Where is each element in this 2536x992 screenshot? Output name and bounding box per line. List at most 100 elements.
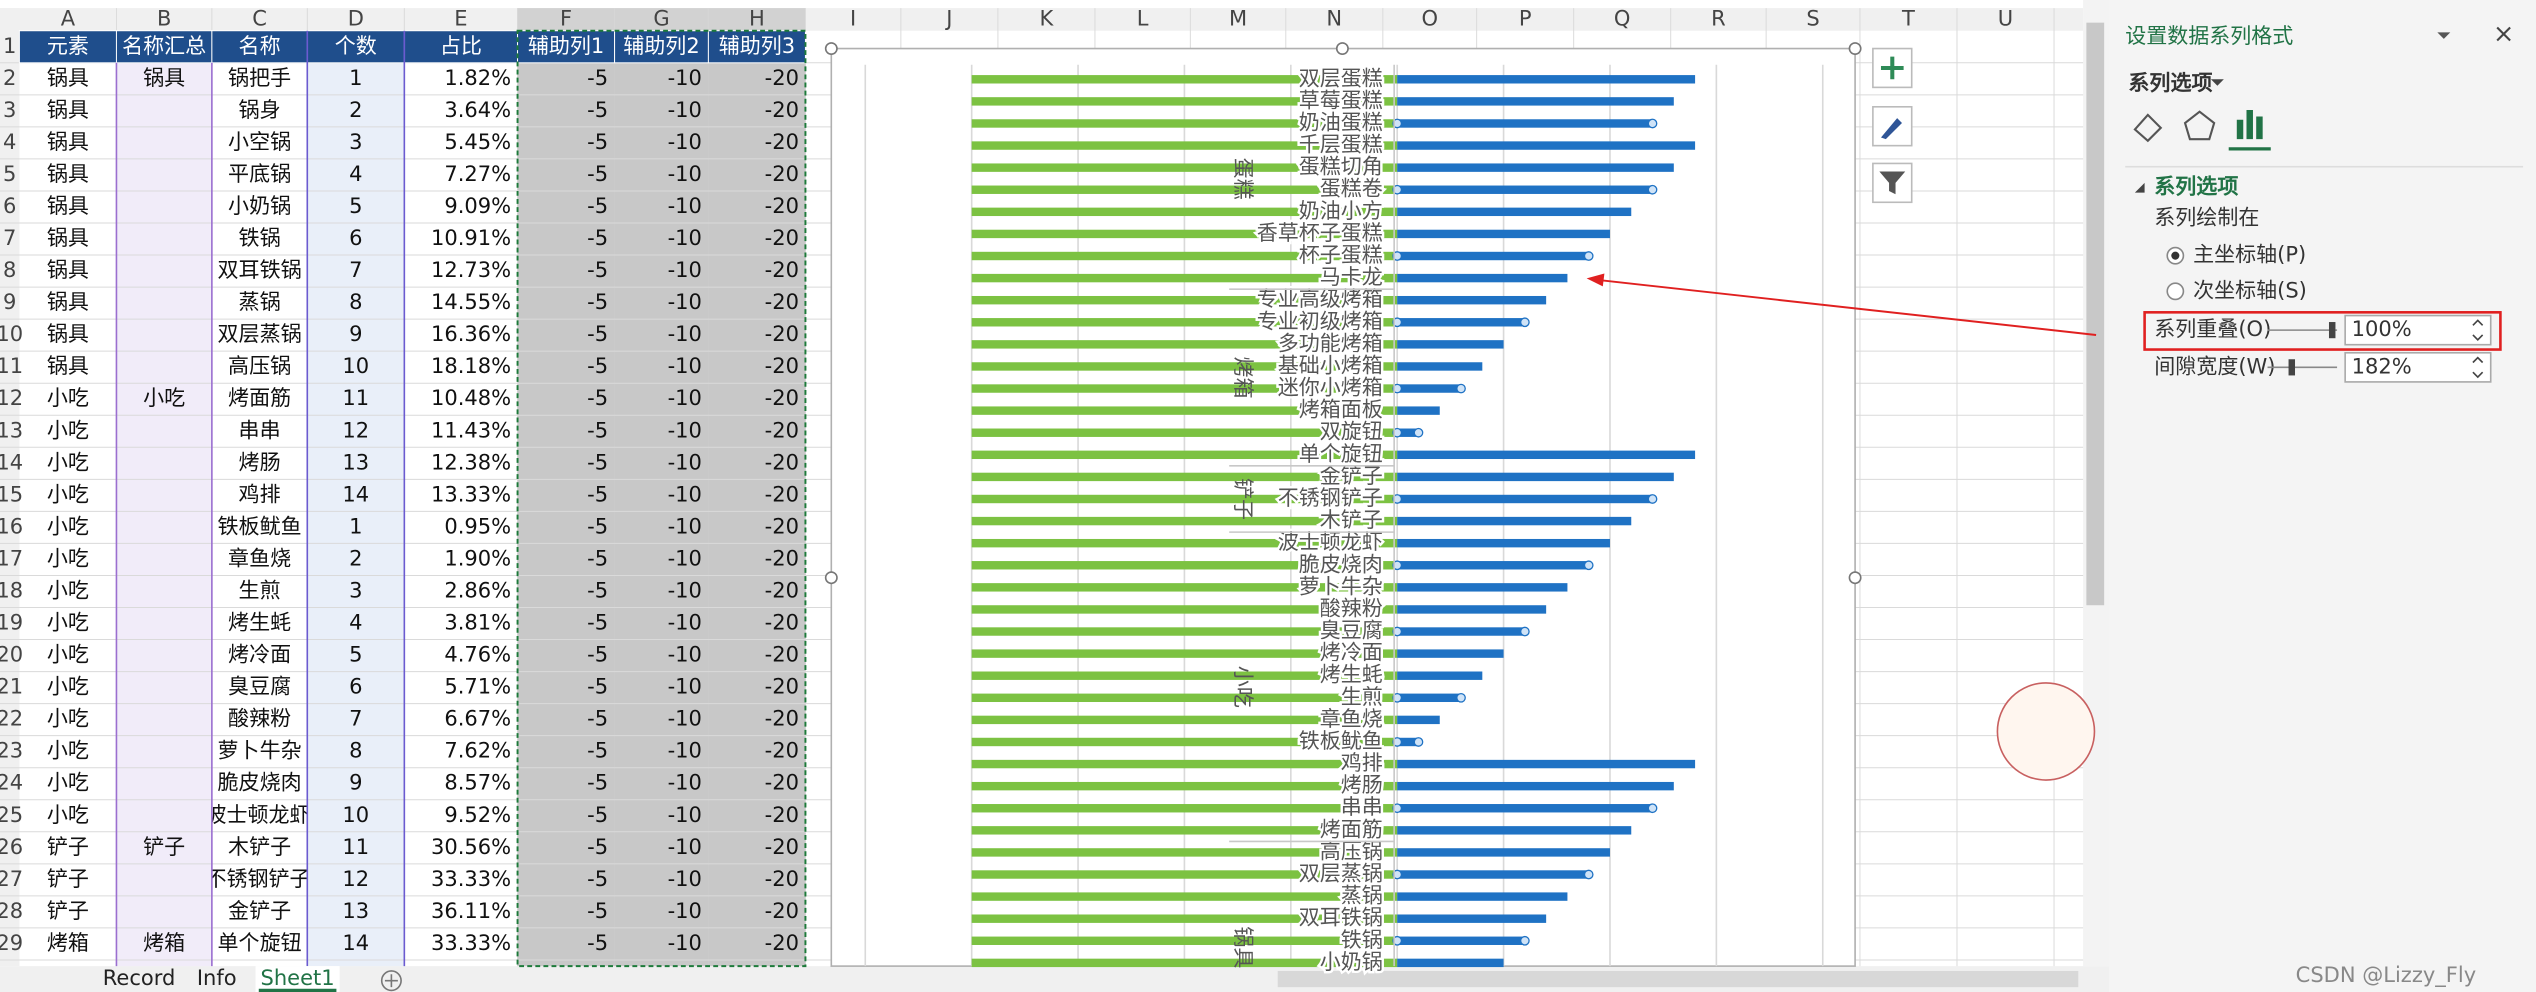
bar [971,251,1398,261]
bar [1397,97,1674,106]
resize-handle[interactable] [1848,42,1862,56]
icon-fill[interactable] [2133,113,2163,143]
cell: -10 [668,610,702,635]
bar [1397,516,1632,526]
icon-effects[interactable] [2183,110,2216,141]
pane-close[interactable] [2496,26,2511,42]
category-label: 串串 [1341,794,1383,819]
cell: 烤冷面 [228,642,291,667]
cell: 小吃 [47,674,89,699]
sheet-tab[interactable]: Sheet1 [261,965,335,990]
cell: 小吃 [47,706,89,731]
cell: -20 [765,65,799,90]
slider-thumb[interactable] [2328,322,2336,339]
column-fill [614,62,709,967]
add-sheet[interactable] [380,970,402,992]
cell: 烤肠 [239,449,281,474]
bar [971,693,1398,703]
cell: 小吃 [47,513,89,538]
bar [971,428,1398,437]
bar [1397,826,1632,835]
cell: -10 [668,834,702,859]
row-number: 1 [3,33,16,58]
bar [971,538,1398,548]
header-cell [403,30,519,64]
sheet-tab[interactable]: Info [197,965,237,990]
cell: -5 [587,577,608,602]
point-handle [1520,935,1530,946]
cell: -5 [587,706,608,731]
category-label: 杯子蛋糕 [1299,242,1383,267]
column-letter: M [1229,5,1247,30]
cell: 30.56% [431,834,511,859]
row-number: 21 [0,674,23,699]
sheet-tab[interactable]: Record [103,965,176,990]
radio-off[interactable] [2166,282,2185,301]
cell: 12 [342,417,369,442]
bar [971,870,1398,879]
cell: -5 [587,353,608,378]
row-number: 22 [0,706,23,731]
category-label: 双层蒸锅 [1299,861,1383,886]
bar [1397,119,1653,128]
cell: 1 [349,513,362,538]
cell: 14.55% [431,289,511,314]
bar [971,958,1398,968]
bar [1397,671,1483,680]
pane-dropdown[interactable]: 系列选项 [2128,70,2212,95]
cell: -5 [587,129,608,154]
cell: 锅具 [47,161,89,186]
column-letter: K [1040,5,1055,30]
cell: 小空锅 [228,129,291,154]
cell: -10 [668,225,702,250]
bar [1397,759,1696,769]
cell: -20 [765,193,799,218]
cell: 33.33% [431,866,511,891]
point-handle [1647,803,1658,814]
bar [971,362,1398,371]
icon-series[interactable] [2236,110,2263,140]
resize-handle[interactable] [1335,42,1349,56]
header-text: 名称汇总 [122,33,206,58]
resize-handle[interactable] [1848,571,1862,585]
cell: 8 [349,289,362,314]
row-number: 25 [0,802,23,827]
bar [971,671,1398,680]
category-label: 蛋糕卷 [1320,176,1383,201]
cell: 生煎 [239,577,281,602]
cell: 9.52% [444,802,511,827]
sticker [1996,682,2096,781]
cell: -20 [765,417,799,442]
point-handle [1413,427,1424,438]
resize-handle[interactable] [824,42,838,56]
row-number: 2 [3,65,16,90]
radio-label[interactable]: 主坐标轴(P) [2193,242,2306,267]
resize-handle[interactable] [824,571,838,585]
row-number: 20 [0,642,23,667]
cell: 3 [349,577,362,602]
cell: 单个旋钮 [218,930,302,955]
cell: 酸辣粉 [228,706,291,731]
cell: -20 [765,866,799,891]
cell: 小吃 [143,385,185,410]
point-handle [1392,935,1403,946]
pane-menu[interactable] [2437,32,2451,39]
selection [516,29,807,968]
cell: -20 [765,898,799,923]
column-letter: A [61,5,76,30]
bar [1397,295,1547,305]
bar [971,715,1398,725]
cell: -20 [765,385,799,410]
bar [971,804,1398,813]
spin-box[interactable] [2344,314,2492,346]
category-label: 专业初级烤箱 [1257,308,1383,333]
scroll-thumb[interactable] [2086,22,2105,606]
horizontal-scrollbar[interactable] [1277,970,2079,988]
spin-box[interactable] [2344,351,2492,383]
bar [971,936,1398,945]
radio-label[interactable]: 次坐标轴(S) [2193,277,2307,302]
slider-thumb[interactable] [2288,359,2296,376]
cell: -20 [765,706,799,731]
bar [1397,781,1674,791]
cell: 9 [349,770,362,795]
